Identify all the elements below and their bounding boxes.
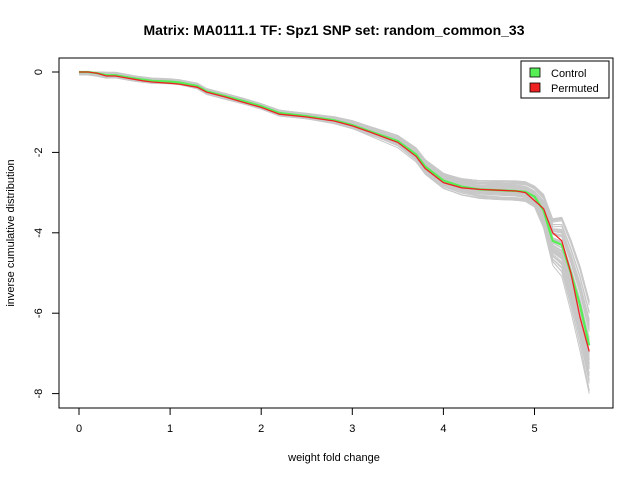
- x-axis-label: weight fold change: [287, 452, 380, 464]
- legend-label-control: Control: [551, 68, 586, 80]
- permutation-line: [78, 72, 590, 377]
- permutation-line: [78, 72, 590, 343]
- x-tick-label: 5: [531, 423, 537, 435]
- permutation-line: [79, 73, 590, 353]
- permutation-line: [79, 71, 590, 332]
- permutation-line: [79, 71, 590, 360]
- permutation-line: [79, 71, 590, 363]
- plot-frame: [58, 57, 614, 409]
- permutation-line: [78, 72, 590, 342]
- y-tick-label: -6: [33, 308, 45, 318]
- y-tick-label: -8: [33, 389, 45, 399]
- series-line-permuted: [79, 71, 590, 352]
- permutation-line: [79, 71, 590, 354]
- y-tick-label: -4: [33, 228, 45, 238]
- x-tick-label: 3: [349, 423, 355, 435]
- y-tick-label: -2: [33, 148, 45, 158]
- permutation-line: [79, 71, 590, 350]
- permutation-line: [79, 71, 590, 302]
- legend-swatch-permuted: [529, 82, 541, 93]
- x-tick-label: 2: [258, 423, 264, 435]
- legend: Control Permuted: [520, 60, 610, 99]
- permutation-line: [79, 71, 590, 361]
- x-tick-label: 4: [440, 423, 446, 435]
- permutation-line: [78, 72, 590, 356]
- series-layer: [79, 70, 591, 352]
- permutation-line: [79, 71, 590, 341]
- permutation-line: [79, 71, 590, 346]
- legend-swatch-control: [529, 67, 541, 78]
- y-tick-label: 0: [33, 69, 45, 75]
- permutation-line: [78, 71, 590, 361]
- chart-title: Matrix: MA0111.1 TF: Spz1 SNP set: rando…: [144, 22, 525, 38]
- series-line-control: [79, 70, 591, 346]
- permutation-line: [79, 71, 590, 322]
- x-tick-label: 0: [76, 423, 82, 435]
- legend-label-permuted: Permuted: [551, 83, 599, 95]
- x-tick-label: 1: [167, 423, 173, 435]
- permutation-line: [79, 71, 590, 341]
- x-axis: 0 1 2 3 4 5: [76, 407, 538, 435]
- permutation-line: [79, 71, 590, 353]
- permutation-line: [79, 71, 590, 341]
- permutation-line: [78, 72, 590, 344]
- permutation-line: [79, 71, 590, 338]
- permutation-line: [78, 72, 590, 331]
- permutation-line: [79, 71, 590, 364]
- y-axis-label: inverse cumulative distribution: [5, 159, 17, 306]
- y-axis: 0 -2 -4 -6 -8: [33, 69, 60, 399]
